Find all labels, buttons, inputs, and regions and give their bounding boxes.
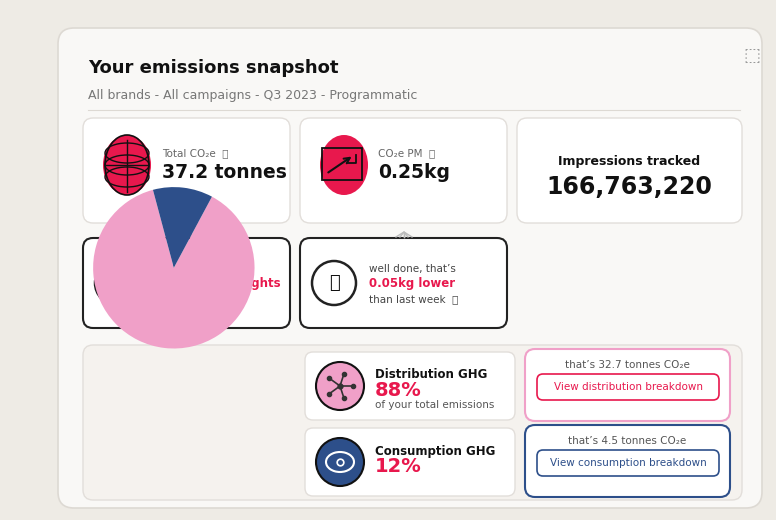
Ellipse shape — [103, 135, 151, 195]
Text: 0.05kg lower: 0.05kg lower — [369, 278, 456, 291]
FancyBboxPatch shape — [525, 349, 730, 421]
Text: 👍: 👍 — [328, 274, 339, 292]
FancyBboxPatch shape — [83, 345, 742, 500]
Text: 88%: 88% — [375, 381, 421, 399]
Text: that’s 32.7 tonnes CO₂e: that’s 32.7 tonnes CO₂e — [565, 360, 689, 370]
Circle shape — [316, 362, 364, 410]
Circle shape — [95, 261, 139, 305]
FancyBboxPatch shape — [83, 238, 290, 328]
Text: View distribution breakdown: View distribution breakdown — [553, 382, 702, 392]
FancyBboxPatch shape — [525, 425, 730, 497]
Text: Consumption GHG: Consumption GHG — [375, 445, 495, 458]
Text: ✈: ✈ — [109, 274, 125, 292]
Text: 32 long haul flights: 32 long haul flights — [152, 278, 281, 291]
Ellipse shape — [320, 135, 368, 195]
Text: 12%: 12% — [375, 457, 421, 475]
Text: View consumption breakdown: View consumption breakdown — [549, 458, 706, 468]
Text: Impressions tracked: Impressions tracked — [558, 155, 700, 168]
FancyBboxPatch shape — [537, 450, 719, 476]
Text: Your emissions snapshot: Your emissions snapshot — [88, 59, 338, 77]
Text: Total CO₂e  ⓘ: Total CO₂e ⓘ — [162, 148, 228, 158]
Text: 0.25kg: 0.25kg — [378, 162, 450, 181]
Text: from LHR to JFK  ⓘ: from LHR to JFK ⓘ — [152, 294, 246, 304]
Text: than last week  ⓘ: than last week ⓘ — [369, 294, 459, 304]
Circle shape — [312, 261, 356, 305]
FancyBboxPatch shape — [305, 428, 515, 496]
Text: 37.2 tonnes: 37.2 tonnes — [162, 162, 287, 181]
FancyBboxPatch shape — [517, 118, 742, 223]
FancyBboxPatch shape — [300, 238, 507, 328]
Text: CO₂e PM  ⓘ: CO₂e PM ⓘ — [378, 148, 435, 158]
Text: that’s: that’s — [152, 264, 182, 274]
Text: Distribution GHG: Distribution GHG — [375, 369, 487, 382]
Wedge shape — [153, 187, 212, 268]
Text: of your total emissions: of your total emissions — [375, 400, 494, 410]
Text: 166,763,220: 166,763,220 — [546, 175, 712, 199]
Text: ⬚: ⬚ — [743, 47, 760, 65]
Text: All brands - All campaigns - Q3 2023 - Programmatic: All brands - All campaigns - Q3 2023 - P… — [88, 88, 417, 101]
FancyBboxPatch shape — [83, 118, 290, 223]
FancyBboxPatch shape — [537, 374, 719, 400]
Circle shape — [316, 438, 364, 486]
FancyBboxPatch shape — [300, 118, 507, 223]
Text: that’s 4.5 tonnes CO₂e: that’s 4.5 tonnes CO₂e — [568, 436, 686, 446]
Wedge shape — [93, 190, 255, 348]
FancyBboxPatch shape — [305, 352, 515, 420]
FancyBboxPatch shape — [58, 28, 762, 508]
Text: well done, that’s: well done, that’s — [369, 264, 456, 274]
